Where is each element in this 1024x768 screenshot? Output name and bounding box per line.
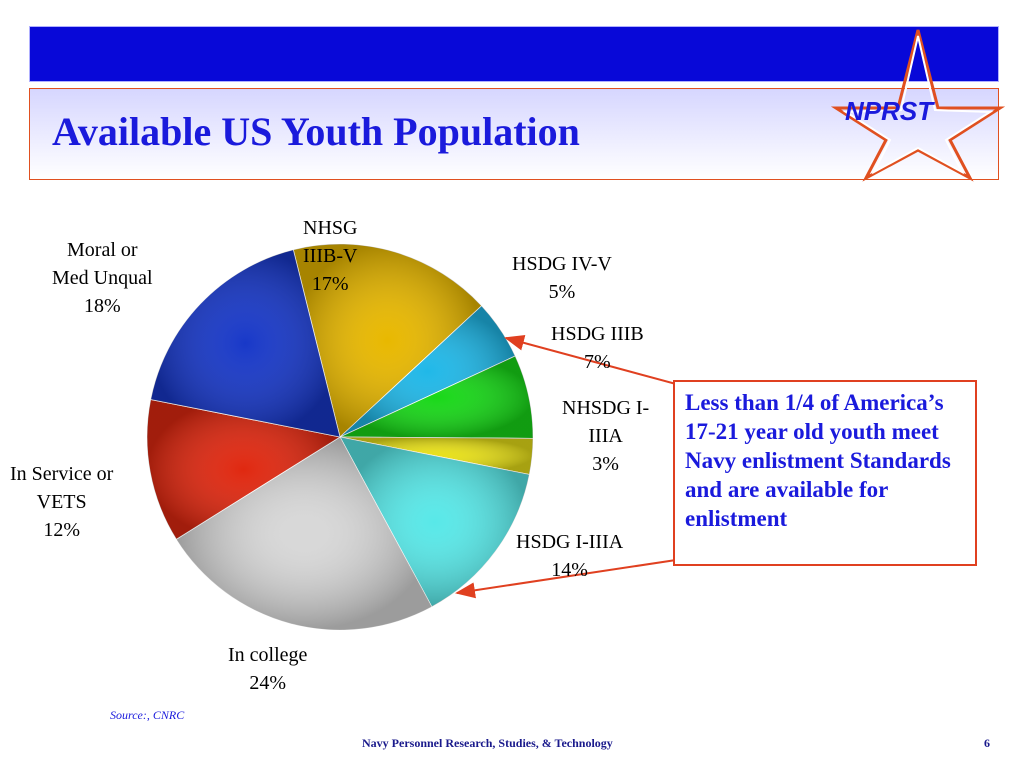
pie-slice-shading-6 [147,399,340,540]
callout-box: Less than 1/4 of America’s 17-21 year ol… [673,380,977,566]
label-hsdg-i-iiia: HSDG I-IIIA 14% [516,531,624,581]
pie-slice-shading-4 [340,437,530,607]
footer-org: Navy Personnel Research, Studies, & Tech… [362,736,613,750]
title-band [29,88,999,180]
label-hsdg-iv-v: HSDG IV-V 5% [512,253,612,303]
star-logo-icon [830,29,1006,182]
callout-text: Less than 1/4 of America’s 17-21 year ol… [685,390,951,531]
label-hsdg-iiib: HSDG IIIB 7% [551,323,644,373]
pie-slice-shading-1 [340,305,516,437]
pie-slice-shading-2 [340,356,534,439]
header-bar [29,26,999,82]
page-number: 6 [984,736,990,750]
label-nhsdg-i-iiia: NHSDG I- IIIA 3% [562,397,650,475]
pie-slice-shading-5 [176,437,432,630]
pie-slice-shading-7 [150,249,340,437]
logo-text: NPRST [845,96,934,126]
label-in-service-vets: In Service or VETS 12% [10,463,114,541]
source-note: Source:, CNRC [110,708,185,722]
callout-arrow-upper [504,334,677,385]
pie-slice-shading-0 [293,243,482,437]
callout-arrow-lower [455,559,677,599]
label-moral-med-unqual: Moral or Med Unqual 18% [52,239,153,317]
label-nhsg-iiib-v: NHSG IIIB-V 17% [303,217,358,295]
label-in-college: In college 24% [228,644,308,694]
page-title: Available US Youth Population [52,109,580,154]
